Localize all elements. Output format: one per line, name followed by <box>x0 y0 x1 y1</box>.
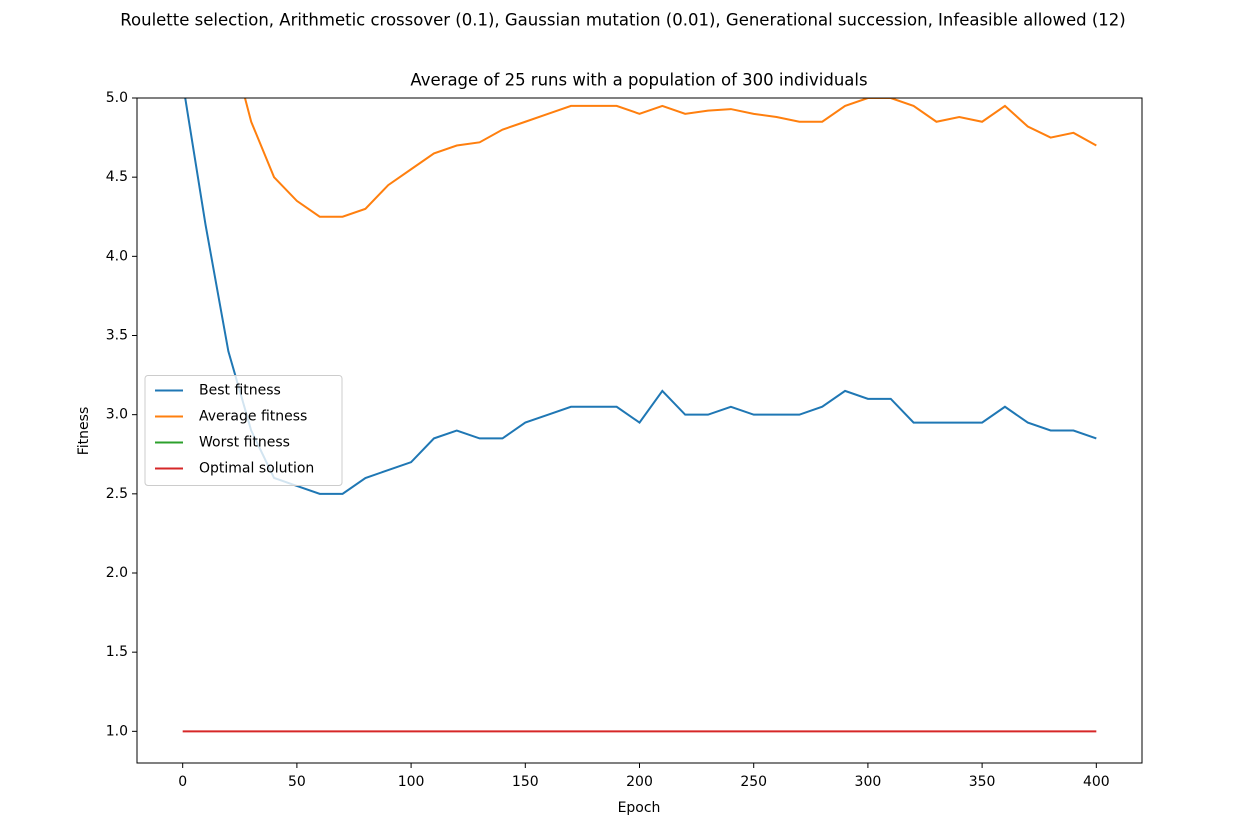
x-axis-label: Epoch <box>618 800 661 816</box>
x-tick-label: 300 <box>855 774 882 790</box>
y-tick-label: 2.5 <box>106 486 128 502</box>
x-tick-label: 200 <box>626 774 653 790</box>
y-tick-label: 3.0 <box>106 407 128 423</box>
legend-label: Average fitness <box>199 409 307 425</box>
legend-label: Best fitness <box>199 383 281 399</box>
legend-label: Worst fitness <box>199 435 290 451</box>
y-tick-label: 1.0 <box>106 723 128 739</box>
y-axis-label: Fitness <box>76 407 92 456</box>
y-tick-label: 5.0 <box>106 90 128 106</box>
x-tick-label: 100 <box>398 774 425 790</box>
y-tick-label: 4.5 <box>106 169 128 185</box>
x-tick-label: 400 <box>1083 774 1110 790</box>
x-tick-label: 250 <box>740 774 767 790</box>
y-tick-label: 1.5 <box>106 644 128 660</box>
plot-lines <box>182 98 1097 733</box>
y-tick-label: 4.0 <box>106 248 128 264</box>
legend-box <box>144 375 343 486</box>
x-tick-label: 150 <box>512 774 539 790</box>
y-tick-label: 2.0 <box>106 565 128 581</box>
suptitle: Roulette selection, Arithmetic crossover… <box>120 11 1125 30</box>
x-tick-label: 0 <box>178 774 187 790</box>
legend: Best fitness Average fitness Worst fitness… <box>144 375 343 486</box>
series-line <box>243 98 1097 218</box>
x-tick-label: 350 <box>969 774 996 790</box>
legend-label: Optimal solution <box>199 461 314 477</box>
chart-title: Average of 25 runs with a population of … <box>410 71 867 90</box>
series-line <box>184 98 1097 495</box>
y-tick-label: 3.5 <box>106 328 128 344</box>
x-tick-label: 50 <box>288 774 306 790</box>
